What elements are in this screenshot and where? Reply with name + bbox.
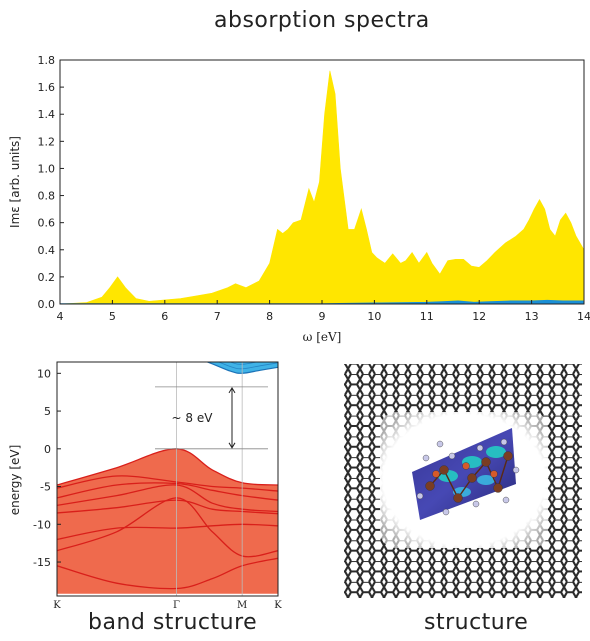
absorption-chart: 0.0 0.2 0.4 0.6 0.8 1.0 1.2 1.4 1.6 1.8 4 5 6 7 8 9 10 1… bbox=[8, 54, 590, 344]
structure-title: structure bbox=[424, 610, 529, 635]
absorption-x-axis-label: ω [eV] bbox=[303, 330, 342, 344]
band-plot-frame bbox=[56, 361, 279, 597]
band-x-tick-label: K bbox=[274, 600, 282, 611]
absorption-x-tick-label: 9 bbox=[319, 310, 326, 323]
atom bbox=[416, 492, 424, 500]
valence-band-region bbox=[57, 448, 278, 594]
valence-band-line bbox=[57, 448, 278, 486]
absorption-y-tick-label: 1.0 bbox=[38, 162, 56, 175]
band-gap-annotation: ~ 8 eV bbox=[172, 411, 214, 425]
valence-band-line bbox=[57, 482, 278, 501]
atom bbox=[493, 483, 503, 493]
conduction-band-line bbox=[205, 362, 278, 374]
band-x-tick-label: M bbox=[237, 600, 247, 611]
atom bbox=[490, 470, 498, 478]
atom bbox=[432, 470, 440, 478]
absorption-y-tick-label: 1.2 bbox=[38, 135, 56, 148]
absorption-x-tick-label: 8 bbox=[266, 310, 273, 323]
atom bbox=[512, 466, 520, 474]
valence-band-line bbox=[57, 497, 278, 558]
atom bbox=[502, 496, 510, 504]
atom bbox=[476, 444, 484, 452]
atom bbox=[500, 438, 508, 446]
absorption-x-tick-label: 13 bbox=[525, 310, 539, 323]
gap-arrow-head-top bbox=[228, 386, 236, 394]
absorption-x-tick-label: 4 bbox=[57, 310, 64, 323]
atom bbox=[439, 465, 449, 475]
absorption-x-tick-label: 6 bbox=[161, 310, 168, 323]
molecular-layer bbox=[412, 428, 520, 520]
band-x-tick-label: K bbox=[53, 600, 61, 611]
bond bbox=[497, 455, 509, 489]
absorption-x-tick-label: 10 bbox=[367, 310, 381, 323]
band-x-tick-label: Γ bbox=[173, 600, 180, 611]
band-structure-chart: 10 5 0 -5 -10 -15 K Γ M K energy [eV] ~ 8 eV bbox=[8, 361, 282, 611]
absorption-y-tick-label: 0.8 bbox=[38, 190, 56, 203]
band-y-tick-label: 0 bbox=[44, 443, 51, 456]
band-y-tick-label: -10 bbox=[33, 518, 51, 531]
atom bbox=[467, 473, 477, 483]
absorption-y-tick-label: 1.6 bbox=[38, 81, 56, 94]
valence-band-line bbox=[57, 523, 278, 541]
absorption-y-tick-label: 0.6 bbox=[38, 217, 56, 230]
absorption-y-tick-label: 1.4 bbox=[38, 108, 56, 121]
band-y-tick-label: -5 bbox=[40, 481, 51, 494]
absorption-y-tick-label: 1.8 bbox=[38, 54, 56, 67]
absorption-y-tick-label: 0.4 bbox=[38, 244, 56, 257]
absorption-title: absorption spectra bbox=[214, 8, 430, 33]
conduction-band-line bbox=[217, 362, 278, 370]
bond bbox=[443, 469, 459, 499]
band-y-tick-label: 5 bbox=[44, 405, 51, 418]
molecule-atoms bbox=[416, 438, 520, 516]
absorption-x-tick-label: 11 bbox=[420, 310, 434, 323]
structure-image bbox=[342, 362, 584, 602]
absorption-y-tick-label: 0.2 bbox=[38, 271, 56, 284]
absorption-x-tick-label: 5 bbox=[109, 310, 116, 323]
valence-band-line bbox=[57, 484, 278, 513]
absorption-x-tick-label: 7 bbox=[214, 310, 221, 323]
atom bbox=[462, 462, 470, 470]
atom bbox=[425, 481, 435, 491]
atom bbox=[453, 493, 463, 503]
band-y-tick-label: -15 bbox=[33, 556, 51, 569]
absorption-main-series bbox=[60, 70, 584, 304]
atom bbox=[442, 508, 450, 516]
atom bbox=[503, 451, 513, 461]
absorption-x-tick-label: 14 bbox=[577, 310, 590, 323]
band-y-axis-label: energy [eV] bbox=[8, 445, 22, 516]
absorption-x-tick-label: 12 bbox=[472, 310, 486, 323]
band-structure-title: band structure bbox=[88, 610, 258, 635]
atom bbox=[472, 500, 480, 508]
atom bbox=[422, 454, 430, 462]
atom bbox=[481, 457, 491, 467]
gap-arrow-head-bottom bbox=[228, 442, 236, 449]
absorption-y-axis-label: Imε [arb. units] bbox=[8, 136, 22, 228]
atom bbox=[436, 440, 444, 448]
absorption-y-tick-label: 0.0 bbox=[38, 298, 56, 311]
valence-band-line bbox=[57, 475, 278, 492]
atom bbox=[448, 452, 456, 460]
band-y-tick-label: 10 bbox=[37, 367, 51, 380]
valence-band-line bbox=[57, 557, 278, 590]
valence-band-line bbox=[57, 499, 278, 515]
